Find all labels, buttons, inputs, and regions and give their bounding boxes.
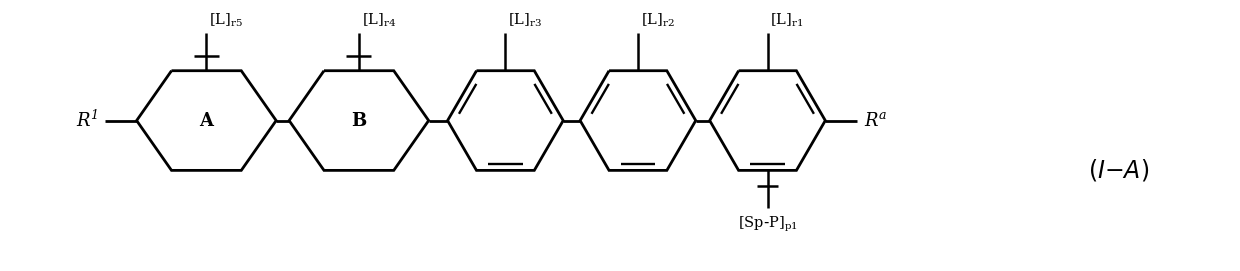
Text: $\mathregular{[L]_{r5}}$: $\mathregular{[L]_{r5}}$ (210, 11, 243, 29)
Text: R$^{\mathregular{1}}$: R$^{\mathregular{1}}$ (76, 110, 98, 131)
Text: $\mathregular{[L]_{r2}}$: $\mathregular{[L]_{r2}}$ (641, 11, 675, 29)
Text: $\mathregular{[L]_{r1}}$: $\mathregular{[L]_{r1}}$ (770, 11, 804, 29)
Text: A: A (200, 112, 213, 130)
Text: $\mathregular{[L]_{r3}}$: $\mathregular{[L]_{r3}}$ (508, 11, 542, 29)
Text: $(I\mathregular{-}A)$: $(I\mathregular{-}A)$ (1087, 157, 1149, 183)
Text: B: B (351, 112, 367, 130)
Text: $\mathregular{[L]_{r4}}$: $\mathregular{[L]_{r4}}$ (362, 11, 396, 29)
Text: $\mathregular{[Sp\text{-}P]_{p1}}$: $\mathregular{[Sp\text{-}P]_{p1}}$ (738, 214, 797, 234)
Text: R$^{\mathregular{a}}$: R$^{\mathregular{a}}$ (864, 112, 887, 130)
